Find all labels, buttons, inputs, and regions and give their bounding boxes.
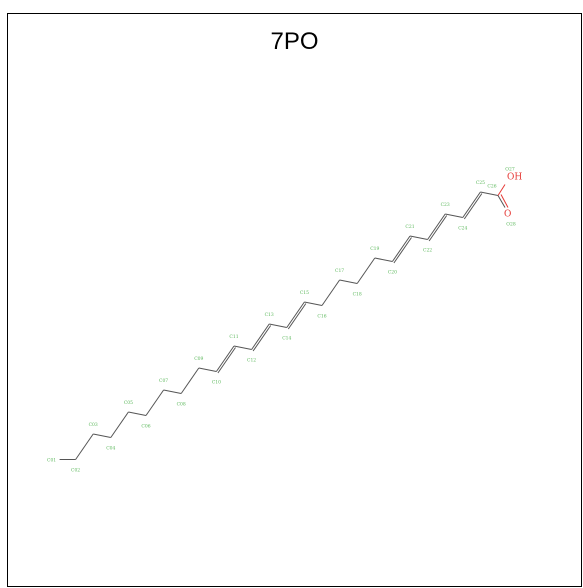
atom-label-c21: C21: [405, 224, 414, 230]
bond-3: [93, 433, 111, 438]
atom-label-c12: C12: [247, 358, 256, 364]
atom-label-o27: O27: [505, 167, 515, 173]
bond-12: [251, 323, 270, 350]
bond-inner-12: [252, 325, 272, 352]
atom-label-o28: O28: [506, 222, 516, 228]
bond-25: [480, 191, 499, 196]
atom-label-group: C01 C02 C03 C04 C05 C06 C07 C08 C09 C10 C11 C12 C13 C…: [47, 167, 522, 474]
bond-inner-14: [287, 303, 307, 330]
atom-label-c18: C18: [353, 292, 362, 298]
bond-16: [321, 279, 341, 306]
bond-22: [427, 213, 446, 240]
bond-15: [304, 301, 323, 306]
structure-frame: 7PO: [7, 13, 582, 587]
atom-label-c02: C02: [71, 468, 80, 474]
bond-6: [145, 389, 165, 416]
atom-label-c04: C04: [106, 446, 115, 452]
bond-24: [462, 191, 481, 218]
atom-label-c10: C10: [212, 380, 221, 386]
atom-label-c09: C09: [194, 356, 203, 362]
bond-inner-24: [463, 193, 483, 220]
bond-7: [163, 389, 182, 394]
bond-c26-o28: [497, 195, 506, 208]
atom-label-c24: C24: [458, 226, 467, 232]
atom-label-c03: C03: [89, 422, 98, 428]
atom-label-c20: C20: [388, 270, 397, 276]
bond-4: [110, 411, 129, 438]
bond-9: [198, 367, 217, 372]
atom-label-c15: C15: [300, 290, 309, 296]
bond-21: [409, 235, 428, 240]
bond-11: [233, 345, 252, 350]
atom-label-c23: C23: [441, 202, 450, 208]
bond-c26-o28-double: [500, 194, 509, 208]
atom-label-c14: C14: [282, 336, 291, 342]
bond-c26-o27: [497, 184, 506, 196]
bond-inner-10: [217, 347, 236, 374]
bond-5: [128, 411, 147, 416]
bond-23: [445, 213, 463, 218]
bond-14: [286, 301, 305, 328]
oxygen-symbol-o: O: [504, 210, 511, 220]
atom-label-c06: C06: [141, 424, 150, 430]
atom-label-c17: C17: [335, 268, 344, 274]
bond-20: [391, 235, 411, 262]
bond-19: [374, 257, 393, 262]
bond-13: [269, 323, 287, 328]
atom-label-c07: C07: [159, 378, 168, 384]
atom-label-c08: C08: [177, 402, 186, 408]
atom-label-c16: C16: [317, 314, 326, 320]
atom-label-c11: C11: [229, 334, 238, 340]
bond-group: [59, 184, 509, 460]
bond-inner-22: [428, 215, 448, 242]
atom-label-c05: C05: [124, 400, 133, 406]
atom-label-c25: C25: [476, 180, 485, 186]
atom-label-c19: C19: [370, 246, 379, 252]
molecule-title: 7PO: [270, 28, 319, 55]
atom-label-c22: C22: [423, 248, 432, 254]
bond-17: [339, 279, 358, 284]
bond-8: [180, 367, 200, 394]
bond-10: [215, 345, 235, 372]
bond-18: [356, 257, 376, 284]
atom-label-c26: C26: [487, 184, 496, 190]
atom-label-c01: C01: [47, 458, 56, 464]
bond-inner-20: [393, 237, 412, 264]
bond-2: [75, 433, 94, 460]
oxygen-symbol-oh: OH: [507, 173, 522, 183]
atom-label-c13: C13: [265, 312, 274, 318]
